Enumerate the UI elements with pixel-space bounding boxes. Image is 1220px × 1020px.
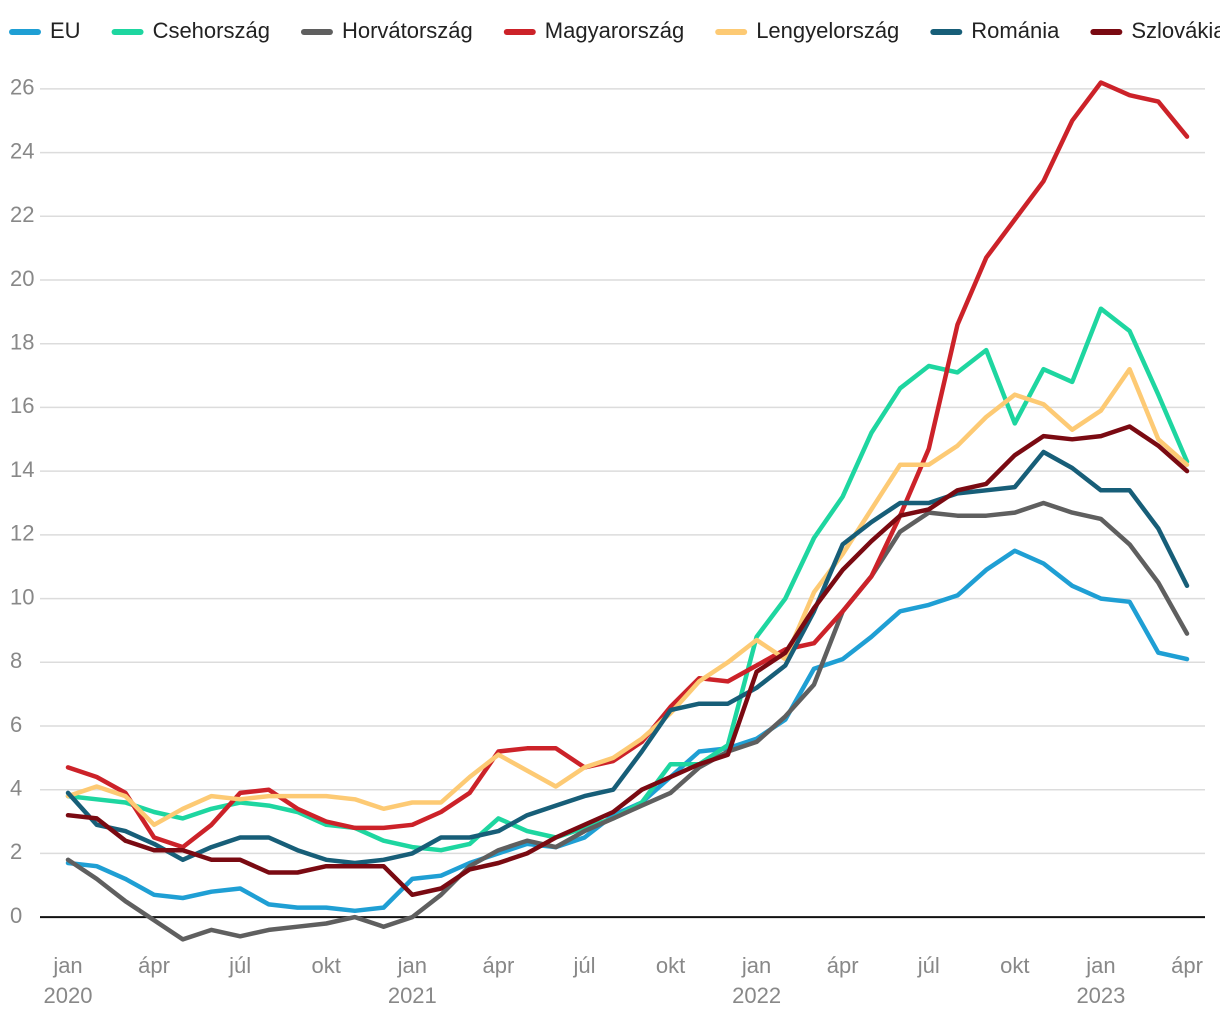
y-tick-label: 16 xyxy=(10,393,34,418)
y-tick-label: 4 xyxy=(10,776,22,801)
x-tick-label: júl xyxy=(917,953,940,978)
legend-label: Horvátország xyxy=(342,18,473,43)
legend-label: EU xyxy=(50,18,81,43)
y-tick-label: 2 xyxy=(10,839,22,864)
x-tick-label: okt xyxy=(656,953,685,978)
y-tick-label: 6 xyxy=(10,712,22,737)
x-tick-label: júl xyxy=(228,953,251,978)
y-tick-label: 18 xyxy=(10,330,34,355)
x-tick-label: ápr xyxy=(482,953,514,978)
y-tick-label: 10 xyxy=(10,584,34,609)
x-year-label: 2023 xyxy=(1076,983,1125,1008)
series-line xyxy=(65,424,1190,898)
legend-label: Csehország xyxy=(153,18,270,43)
series-line xyxy=(65,449,1190,866)
y-tick-label: 20 xyxy=(10,266,34,291)
x-year-label: 2020 xyxy=(44,983,93,1008)
legend-label: Szlovákia xyxy=(1131,18,1220,43)
legend-item: Szlovákia xyxy=(1090,18,1220,43)
series-line xyxy=(65,80,1190,850)
legend-item: Csehország xyxy=(111,18,270,43)
x-tick-label: jan xyxy=(1085,953,1115,978)
series-line xyxy=(65,366,1190,828)
x-year-label: 2021 xyxy=(388,983,437,1008)
x-year-label: 2022 xyxy=(732,983,781,1008)
y-tick-label: 14 xyxy=(10,457,34,482)
legend-item: Lengyelország xyxy=(715,18,899,43)
x-tick-label: jan xyxy=(741,953,771,978)
series-line xyxy=(65,548,1190,914)
legend-label: Románia xyxy=(971,18,1060,43)
y-tick-label: 12 xyxy=(10,521,34,546)
y-tick-label: 24 xyxy=(10,138,34,163)
x-tick-label: ápr xyxy=(827,953,859,978)
x-tick-label: jan xyxy=(52,953,82,978)
legend-item: EU xyxy=(9,18,81,43)
y-tick-label: 8 xyxy=(10,648,22,673)
legend-item: Horvátország xyxy=(300,18,473,43)
y-tick-label: 0 xyxy=(10,903,22,928)
legend-item: Románia xyxy=(930,18,1060,43)
x-tick-label: júl xyxy=(572,953,595,978)
y-tick-label: 22 xyxy=(10,202,34,227)
legend-item: Magyarország xyxy=(503,18,684,43)
x-tick-label: jan xyxy=(397,953,427,978)
x-tick-label: okt xyxy=(312,953,341,978)
x-tick-label: ápr xyxy=(138,953,170,978)
legend-label: Lengyelország xyxy=(756,18,899,43)
x-tick-label: ápr xyxy=(1171,953,1203,978)
y-tick-label: 26 xyxy=(10,75,34,100)
series-line xyxy=(65,500,1190,942)
x-tick-label: okt xyxy=(1000,953,1029,978)
legend-label: Magyarország xyxy=(545,18,684,43)
